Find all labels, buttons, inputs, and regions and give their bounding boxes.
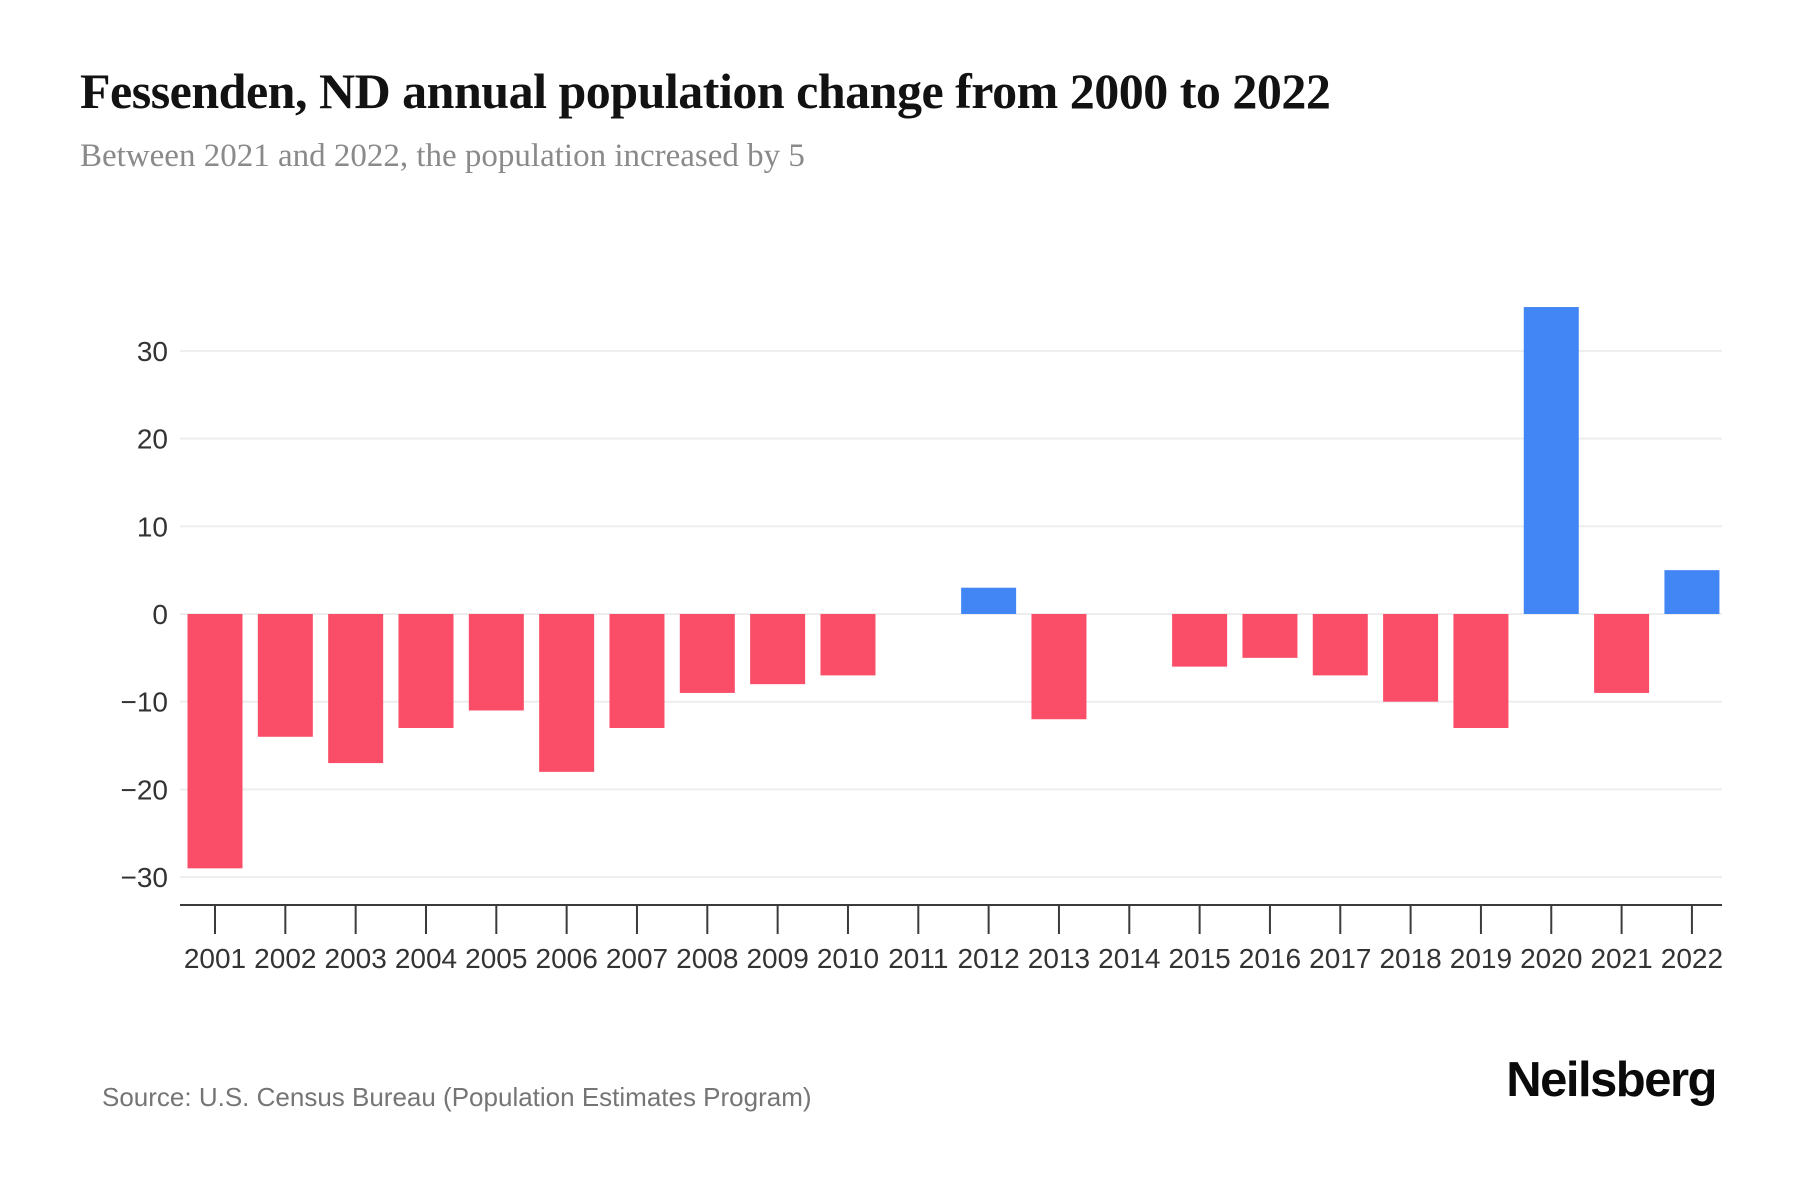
chart-subtitle: Between 2021 and 2022, the population in… bbox=[80, 138, 805, 174]
bar-2018 bbox=[1383, 614, 1439, 702]
x-tick-label-2009: 2009 bbox=[746, 943, 808, 974]
x-tick-label-2022: 2022 bbox=[1661, 943, 1723, 974]
bar-2003 bbox=[328, 614, 384, 764]
bar-2012 bbox=[961, 587, 1017, 614]
brand-logo: Neilsberg bbox=[1506, 1053, 1717, 1107]
x-tick-label-2012: 2012 bbox=[957, 943, 1019, 974]
y-tick-label--10: −10 bbox=[121, 687, 169, 718]
x-tick-label-2021: 2021 bbox=[1590, 943, 1652, 974]
bar-2022 bbox=[1664, 570, 1720, 614]
y-tick-label--30: −30 bbox=[121, 862, 169, 893]
bar-2004 bbox=[398, 614, 454, 729]
y-tick-label-20: 20 bbox=[137, 424, 168, 455]
bar-2001 bbox=[187, 614, 243, 869]
x-tick-label-2013: 2013 bbox=[1028, 943, 1090, 974]
x-tick-label-2019: 2019 bbox=[1450, 943, 1512, 974]
y-tick-label-10: 10 bbox=[137, 511, 168, 542]
bar-2015 bbox=[1172, 614, 1228, 667]
bar-2009 bbox=[750, 614, 806, 685]
x-tick-label-2003: 2003 bbox=[325, 943, 387, 974]
bar-2008 bbox=[679, 614, 735, 693]
x-tick-label-2010: 2010 bbox=[817, 943, 879, 974]
bar-2007 bbox=[609, 614, 665, 729]
x-tick-label-2001: 2001 bbox=[184, 943, 246, 974]
x-tick-label-2005: 2005 bbox=[465, 943, 527, 974]
bar-2010 bbox=[820, 614, 876, 676]
x-tick-label-2002: 2002 bbox=[254, 943, 316, 974]
x-tick-label-2011: 2011 bbox=[888, 943, 948, 974]
bar-2017 bbox=[1312, 614, 1368, 676]
x-tick-label-2018: 2018 bbox=[1379, 943, 1441, 974]
bar-2013 bbox=[1031, 614, 1087, 720]
x-tick-label-2007: 2007 bbox=[606, 943, 668, 974]
y-tick-label-0: 0 bbox=[152, 599, 168, 630]
bar-2005 bbox=[468, 614, 524, 711]
source-note: Source: U.S. Census Bureau (Population E… bbox=[102, 1082, 812, 1112]
bar-2020 bbox=[1523, 307, 1579, 614]
bar-2002 bbox=[257, 614, 313, 737]
bar-2016 bbox=[1242, 614, 1298, 658]
y-tick-label--20: −20 bbox=[121, 774, 169, 805]
x-tick-label-2008: 2008 bbox=[676, 943, 738, 974]
x-tick-label-2006: 2006 bbox=[536, 943, 598, 974]
x-tick-label-2016: 2016 bbox=[1239, 943, 1301, 974]
x-tick-label-2014: 2014 bbox=[1098, 943, 1160, 974]
chart-title: Fessenden, ND annual population change f… bbox=[80, 63, 1331, 119]
x-tick-label-2020: 2020 bbox=[1520, 943, 1582, 974]
x-tick-label-2004: 2004 bbox=[395, 943, 457, 974]
bar-2021 bbox=[1594, 614, 1650, 693]
x-tick-label-2017: 2017 bbox=[1309, 943, 1371, 974]
bar-2019 bbox=[1453, 614, 1509, 729]
x-tick-label-2015: 2015 bbox=[1168, 943, 1230, 974]
y-tick-label-30: 30 bbox=[137, 336, 168, 367]
bar-2006 bbox=[539, 614, 595, 772]
